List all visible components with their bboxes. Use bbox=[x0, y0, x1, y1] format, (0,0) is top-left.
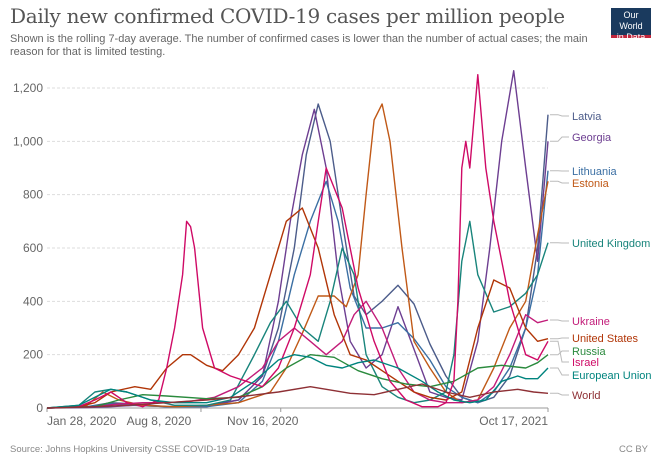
legend-label: Latvia bbox=[572, 111, 602, 123]
y-tick-label: 400 bbox=[23, 294, 43, 308]
legend-item-european-union[interactable]: European Union bbox=[550, 367, 652, 382]
x-tick-label: Jan 28, 2020 bbox=[47, 414, 117, 428]
y-axis-ticks: 0 200 400 600 800 1,000 1,200 bbox=[13, 81, 43, 415]
x-axis: Jan 28, 2020 Aug 8, 2020 Nov 16, 2020 Oct 1… bbox=[46, 407, 549, 428]
legend-item-united-kingdom[interactable]: United Kingdom bbox=[550, 238, 650, 250]
legend-connector bbox=[550, 319, 569, 322]
source-note[interactable]: Source: Johns Hopkins University CSSE CO… bbox=[10, 444, 250, 455]
y-tick-label: 0 bbox=[36, 401, 43, 415]
y-tick-label: 600 bbox=[23, 241, 43, 255]
legend-connector bbox=[550, 340, 569, 363]
legend-item-lithuania[interactable]: Lithuania bbox=[550, 166, 618, 178]
y-tick-label: 800 bbox=[23, 188, 43, 202]
owid-logo[interactable]: Our World in Data bbox=[611, 8, 651, 42]
legend-item-ukraine[interactable]: Ukraine bbox=[550, 316, 610, 328]
legend-label: European Union bbox=[572, 370, 652, 382]
x-tick-label: Nov 16, 2020 bbox=[227, 414, 299, 428]
legend-label: Israel bbox=[572, 357, 599, 369]
series-lines bbox=[46, 70, 549, 409]
y-tick-label: 1,200 bbox=[13, 81, 43, 95]
chart-subtitle: Shown is the rolling 7-day average. The … bbox=[10, 33, 588, 58]
x-tick-label: Aug 8, 2020 bbox=[127, 414, 192, 428]
series-line-israel[interactable] bbox=[46, 74, 549, 409]
license-link[interactable]: CC BY bbox=[618, 444, 648, 455]
legend-connector bbox=[550, 337, 569, 340]
legend-connector bbox=[550, 392, 569, 396]
series-line-united-kingdom[interactable] bbox=[46, 220, 549, 409]
series-line-lithuania[interactable] bbox=[46, 170, 549, 409]
x-tick-label: Oct 17, 2021 bbox=[479, 414, 548, 428]
logo-line-2: in Data bbox=[616, 32, 646, 42]
legend-item-world[interactable]: World bbox=[550, 390, 601, 402]
legend-item-georgia[interactable]: Georgia bbox=[550, 132, 612, 144]
logo-line-1: Our World bbox=[619, 10, 643, 31]
series-line-united-states[interactable] bbox=[46, 207, 549, 409]
legend-label: World bbox=[572, 390, 601, 402]
legend-label: Russia bbox=[572, 346, 607, 358]
chart-title: Daily new confirmed COVID-19 cases per m… bbox=[10, 4, 565, 28]
legend-item-united-states[interactable]: United States bbox=[550, 333, 639, 345]
legend-label: United Kingdom bbox=[572, 238, 650, 250]
legend-label: United States bbox=[572, 333, 639, 345]
legend-connector bbox=[550, 367, 569, 376]
legend-label: Estonia bbox=[572, 178, 610, 190]
legend-label: Georgia bbox=[572, 132, 612, 144]
y-tick-label: 200 bbox=[23, 348, 43, 362]
legend-item-latvia[interactable]: Latvia bbox=[550, 111, 602, 123]
legend-label: Lithuania bbox=[572, 166, 618, 178]
legend-item-estonia[interactable]: Estonia bbox=[550, 178, 610, 190]
legend-connector bbox=[550, 136, 569, 142]
legend-connector bbox=[550, 180, 569, 184]
legend-item-israel[interactable]: Israel bbox=[550, 340, 599, 369]
series-line-russia[interactable] bbox=[46, 354, 549, 409]
line-chart: 0 200 400 600 800 1,000 1,200 Jan 28, 2020 Aug … bbox=[13, 70, 652, 428]
legend-connector bbox=[550, 114, 569, 117]
y-tick-label: 1,000 bbox=[13, 134, 43, 148]
series-line-european-union[interactable] bbox=[46, 354, 549, 409]
series-line-world[interactable] bbox=[46, 383, 549, 409]
legend-label: Ukraine bbox=[572, 316, 610, 328]
